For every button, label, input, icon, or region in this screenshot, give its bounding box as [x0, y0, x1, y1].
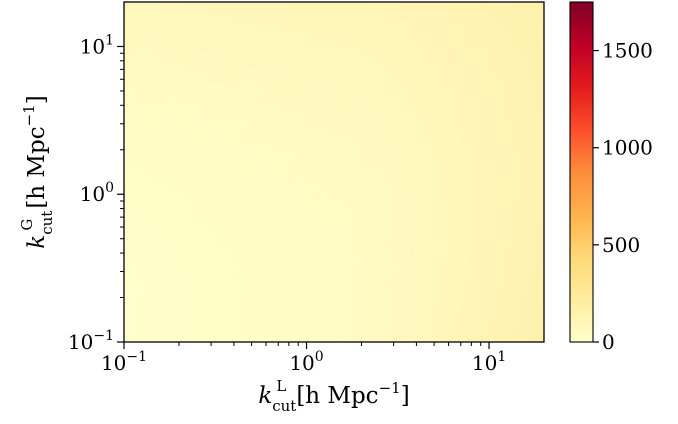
x-tick-label: 100 [289, 349, 323, 375]
x-axis-label: kcutL [h Mpc−1] [258, 377, 409, 415]
heatmap-field-overlay [124, 2, 544, 342]
colorbar-tick-label: 1500 [602, 39, 653, 63]
heatmap-field [124, 2, 544, 342]
x-axis-ticks: 10−1 100 101 [101, 342, 506, 375]
colorbar-tick-label: 0 [602, 330, 615, 354]
y-axis-label: kcutG[h Mpc−1] [18, 95, 56, 248]
x-tick-label: 10−1 [101, 349, 147, 375]
plot-frame [123, 1, 545, 343]
y-axis-ticks: 10−1 100 101 [68, 32, 124, 354]
colorbar [570, 2, 593, 342]
y-tick-label: 101 [80, 32, 114, 58]
y-tick-label: 10−1 [68, 328, 114, 354]
colorbar-ticks: 0 500 1000 1500 [593, 39, 653, 354]
x-tick-label: 101 [472, 349, 506, 375]
y-axis-label-group: kcutG[h Mpc−1] [18, 95, 56, 248]
colorbar-tick-label: 1000 [602, 136, 653, 160]
y-tick-label: 100 [80, 180, 114, 206]
colorbar-frame [569, 1, 594, 343]
colorbar-tick-label: 500 [602, 233, 640, 257]
